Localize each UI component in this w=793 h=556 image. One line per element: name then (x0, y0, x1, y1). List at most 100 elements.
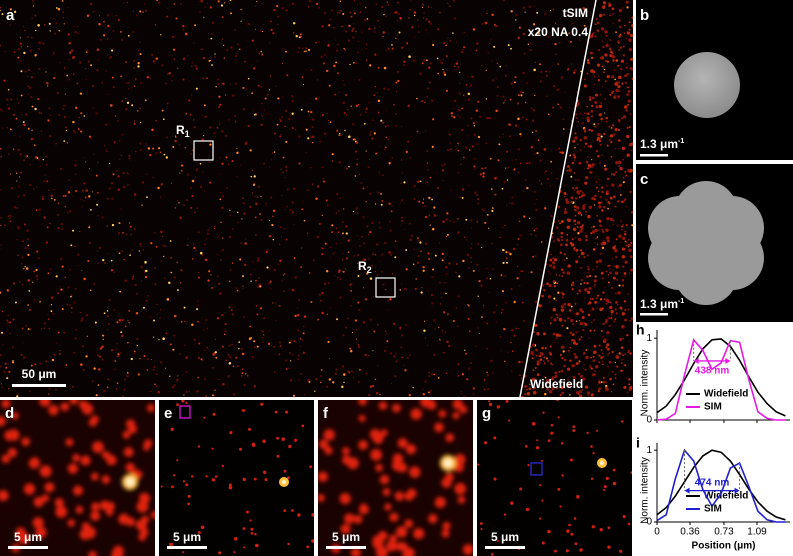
speckle (400, 283, 403, 285)
speckle (55, 22, 58, 25)
speckle (122, 395, 125, 397)
speckle (66, 141, 69, 144)
speckle (55, 142, 57, 145)
speckle (32, 5, 35, 7)
speckle (27, 304, 29, 306)
speckle (117, 119, 119, 122)
speckle (622, 45, 625, 48)
speckle (619, 183, 623, 187)
speckle (609, 305, 613, 309)
speckle (444, 282, 446, 284)
speckle (543, 376, 545, 378)
spot (384, 503, 392, 511)
speckle (23, 51, 26, 55)
speckle (611, 371, 614, 373)
speckle (613, 195, 616, 199)
speckle (585, 355, 589, 360)
speckle (240, 20, 242, 22)
speckle (251, 355, 254, 359)
speckle (401, 46, 404, 49)
speckle (305, 151, 307, 153)
speckle (530, 107, 532, 109)
speckle (419, 180, 422, 183)
speckle (43, 327, 45, 329)
speckle (526, 391, 531, 396)
speckle (116, 382, 119, 385)
speckle (618, 284, 621, 287)
speckle (241, 372, 244, 375)
speckle (587, 268, 590, 271)
speckle (584, 368, 587, 371)
speckle (116, 348, 118, 351)
speckle (127, 341, 129, 344)
spot (78, 400, 88, 410)
speckle (165, 332, 168, 335)
speckle (335, 368, 338, 371)
speckle (298, 162, 301, 165)
spot (358, 414, 366, 422)
speckle (488, 291, 490, 294)
speckle (566, 68, 569, 71)
speckle (586, 275, 589, 278)
speckle (509, 135, 511, 138)
speckle (242, 86, 245, 90)
speckle (12, 148, 15, 150)
speckle (285, 9, 288, 12)
spot (311, 513, 314, 517)
spot (90, 415, 99, 424)
speckle (275, 85, 277, 87)
speckle (618, 352, 621, 355)
speckle (188, 390, 191, 393)
speckle (189, 113, 192, 116)
speckle (363, 242, 366, 245)
speckle (243, 384, 246, 387)
speckle (465, 146, 467, 148)
speckle (180, 169, 183, 172)
speckle (221, 195, 224, 198)
bright-core (126, 478, 134, 486)
speckle (289, 209, 292, 212)
speckle (218, 282, 221, 285)
speckle (250, 273, 252, 276)
speckle (510, 288, 513, 290)
speckle (615, 160, 619, 165)
speckle (461, 48, 464, 51)
speckle (307, 5, 310, 8)
speckle (268, 329, 270, 332)
speckle (486, 347, 489, 350)
speckle (190, 152, 192, 155)
spot (260, 402, 264, 406)
scale-bar (167, 546, 207, 549)
speckle (610, 317, 613, 319)
speckle (105, 149, 107, 151)
speckle (143, 3, 146, 5)
speckle (110, 181, 114, 185)
speckle (294, 276, 297, 279)
speckle (595, 93, 598, 97)
speckle (127, 82, 130, 84)
speckle (412, 386, 414, 389)
speckle (18, 102, 20, 104)
scale-bar-label: 5 μm (173, 530, 201, 544)
speckle (272, 152, 274, 154)
speckle (554, 42, 557, 46)
speckle (230, 46, 233, 49)
speckle (3, 79, 6, 82)
speckle (0, 383, 2, 385)
speckle (515, 13, 518, 17)
spot (375, 463, 383, 472)
speckle (155, 373, 158, 376)
speckle (184, 344, 186, 346)
speckle (574, 147, 576, 149)
speckle (499, 65, 502, 68)
speckle (339, 0, 342, 3)
speckle (336, 12, 339, 14)
speckle (483, 388, 486, 391)
speckle (534, 234, 537, 237)
speckle (369, 133, 372, 136)
speckle (539, 351, 543, 355)
legend-label: SIM (704, 504, 722, 515)
speckle (410, 234, 413, 237)
speckle (265, 202, 267, 205)
speckle (19, 37, 21, 39)
